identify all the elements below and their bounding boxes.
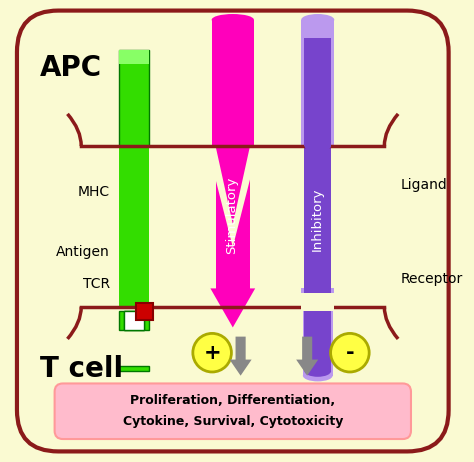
Text: Inhibitory: Inhibitory <box>311 188 324 251</box>
Bar <box>119 146 149 307</box>
Ellipse shape <box>212 14 254 25</box>
Bar <box>124 311 144 330</box>
Text: Antigen: Antigen <box>56 245 110 259</box>
Text: TCR: TCR <box>83 277 110 291</box>
Bar <box>216 146 250 293</box>
Bar <box>304 146 331 307</box>
Circle shape <box>193 334 231 372</box>
Bar <box>119 366 149 371</box>
Text: Stimulatory: Stimulatory <box>225 176 238 254</box>
Bar <box>136 303 153 320</box>
Ellipse shape <box>304 140 331 152</box>
Text: -: - <box>346 343 354 363</box>
Text: +: + <box>203 343 221 363</box>
FancyBboxPatch shape <box>17 11 448 451</box>
Circle shape <box>330 334 369 372</box>
Ellipse shape <box>301 14 334 25</box>
FancyBboxPatch shape <box>55 383 411 439</box>
FancyArrow shape <box>296 337 318 376</box>
Bar <box>124 311 144 330</box>
Bar <box>304 38 331 146</box>
Bar <box>301 293 334 311</box>
Bar <box>303 293 333 376</box>
Text: Receptor: Receptor <box>401 272 463 286</box>
Bar <box>119 49 149 146</box>
Polygon shape <box>207 146 258 247</box>
Bar <box>301 20 334 146</box>
Bar <box>304 307 331 371</box>
Text: Cytokine, Survival, Cytotoxicity: Cytokine, Survival, Cytotoxicity <box>123 415 343 428</box>
Bar <box>119 311 149 330</box>
Text: MHC: MHC <box>78 185 110 199</box>
Ellipse shape <box>303 370 333 382</box>
Text: Proliferation, Differentiation,: Proliferation, Differentiation, <box>130 394 335 407</box>
FancyArrow shape <box>229 337 252 376</box>
Text: APC: APC <box>40 54 102 82</box>
Ellipse shape <box>304 365 331 377</box>
Bar <box>119 49 149 64</box>
Text: T cell: T cell <box>40 355 123 383</box>
Bar <box>212 20 254 146</box>
Bar <box>301 288 334 307</box>
Text: Ligand: Ligand <box>401 178 447 192</box>
Polygon shape <box>210 288 255 328</box>
